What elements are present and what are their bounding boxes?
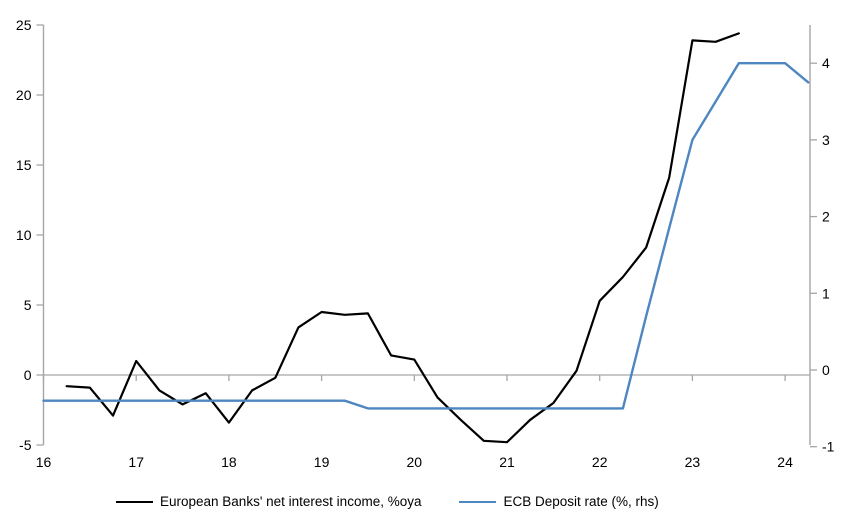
- nii-line: [65, 32, 740, 444]
- y-right-tick-label: 0: [822, 362, 830, 378]
- legend-item-nii: European Banks' net interest income, %oy…: [116, 494, 421, 509]
- y-left-tick-label: 25: [16, 17, 32, 33]
- x-axis-tick-label: 16: [36, 454, 52, 470]
- chart-legend: European Banks' net interest income, %oy…: [116, 494, 659, 509]
- nii-line-swatch: [116, 500, 153, 503]
- y-left-tick-label: 0: [24, 367, 32, 383]
- deposit-rate-line: [42, 62, 810, 410]
- legend-item-deposit-rate: ECB Deposit rate (%, rhs): [459, 494, 659, 509]
- x-axis-tick-label: 23: [685, 454, 701, 470]
- y-right-tick-label: 1: [822, 285, 830, 301]
- nii-legend-label: European Banks' net interest income, %oy…: [160, 494, 422, 509]
- x-axis-tick-label: 17: [128, 454, 144, 470]
- y-left-tick-label: 5: [24, 297, 32, 313]
- y-right-tick-label: 4: [822, 55, 830, 71]
- y-left-tick-label: 20: [16, 87, 32, 103]
- x-axis-tick-label: 18: [221, 454, 237, 470]
- x-axis-tick-label: 20: [407, 454, 423, 470]
- y-right-tick-label: -1: [822, 439, 835, 455]
- deposit-rate-line-swatch: [459, 500, 497, 503]
- x-axis-tick-label: 24: [777, 454, 793, 470]
- y-left-tick-label: -5: [19, 437, 32, 453]
- x-axis-tick-label: 21: [499, 454, 515, 470]
- x-axis-tick-label: 22: [592, 454, 608, 470]
- y-right-tick-label: 2: [822, 209, 830, 225]
- x-axis-tick-label: 19: [314, 454, 330, 470]
- y-right-tick-label: 3: [822, 132, 830, 148]
- deposit-rate-legend-label: ECB Deposit rate (%, rhs): [503, 494, 659, 509]
- y-left-tick-label: 15: [16, 157, 32, 173]
- y-left-tick-label: 10: [16, 227, 32, 243]
